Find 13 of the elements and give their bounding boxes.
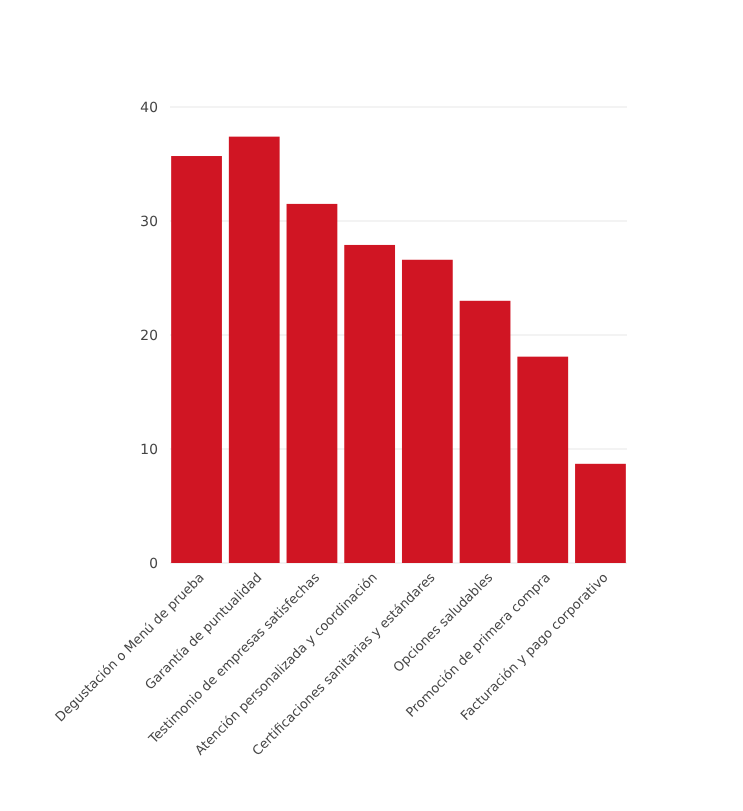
bar (228, 136, 280, 563)
bar (286, 204, 338, 563)
bar (575, 464, 626, 563)
y-tick-label: 20 (140, 328, 158, 344)
y-tick-label: 30 (140, 214, 158, 230)
y-tick-label: 40 (140, 100, 158, 116)
bar (344, 244, 396, 563)
bar (402, 260, 453, 563)
y-tick-label: 0 (149, 556, 158, 572)
y-tick-label: 10 (140, 442, 158, 458)
bar (171, 156, 222, 563)
bar (460, 300, 510, 563)
bar (517, 356, 568, 563)
